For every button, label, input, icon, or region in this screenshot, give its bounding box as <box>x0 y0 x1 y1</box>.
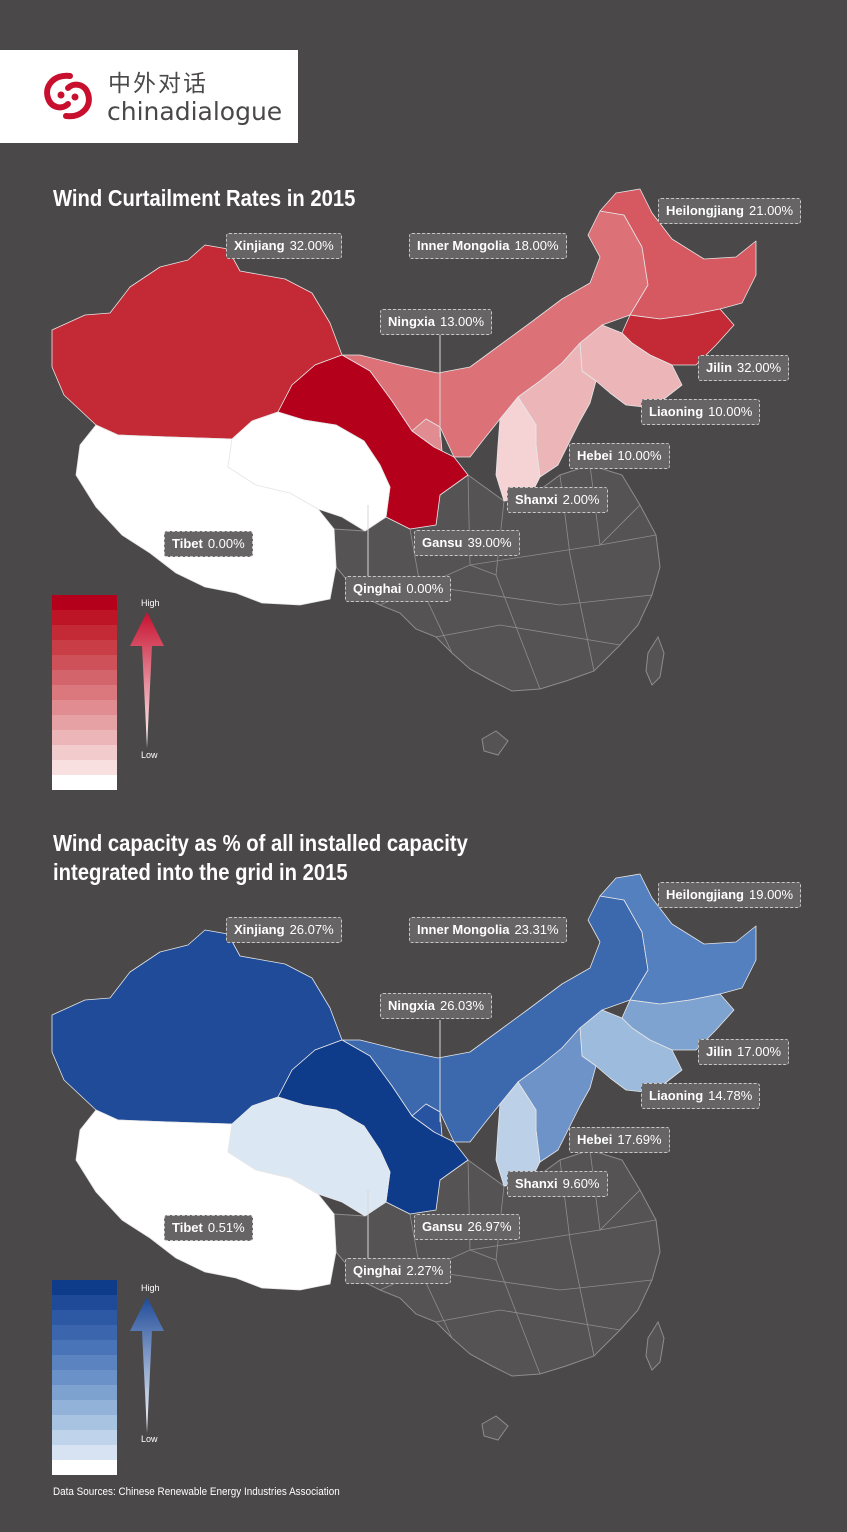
taiwan-region <box>645 1320 665 1371</box>
label-inner-mongolia-capacity: Inner Mongolia 23.31% <box>409 917 567 943</box>
province-liaoning <box>579 1009 683 1093</box>
curtailment-legend-arrow-icon <box>130 612 164 748</box>
curtailment-legend-swatch <box>52 610 117 625</box>
province-heilongjiang <box>599 188 757 320</box>
capacity-legend-swatch <box>52 1370 117 1385</box>
capacity-legend-swatch <box>52 1460 117 1475</box>
curtailment-legend-swatch <box>52 685 117 700</box>
capacity-legend-swatch <box>52 1430 117 1445</box>
label-heilongjiang-curtailment: Heilongjiang 21.00% <box>658 198 802 224</box>
label-xinjiang-capacity: Xinjiang 26.07% <box>226 917 342 943</box>
capacity-map-title-line-1: Wind capacity as % of all installed capa… <box>53 830 468 856</box>
curtailment-legend-swatch <box>52 595 117 610</box>
capacity-legend-high: High <box>141 1283 160 1293</box>
capacity-legend-swatch <box>52 1355 117 1370</box>
capacity-legend-low: Low <box>141 1434 158 1444</box>
capacity-legend-arrow-icon <box>130 1297 164 1433</box>
capacity-legend-swatch <box>52 1325 117 1340</box>
capacity-legend-swatch <box>52 1415 117 1430</box>
label-inner-mongolia-curtailment: Inner Mongolia 18.00% <box>409 233 567 259</box>
hainan-region <box>481 730 509 756</box>
curtailment-legend-swatch <box>52 775 117 790</box>
label-jilin-capacity: Jilin 17.00% <box>698 1039 790 1065</box>
logo-english-text: chinadialogue <box>107 97 283 126</box>
capacity-legend-swatch <box>52 1295 117 1310</box>
curtailment-map-title: Wind Curtailment Rates in 2015 <box>53 185 356 211</box>
label-liaoning-curtailment: Liaoning 10.00% <box>641 399 761 425</box>
label-qinghai-curtailment: Qinghai 0.00% <box>345 576 452 602</box>
capacity-legend-scale <box>52 1280 117 1475</box>
label-gansu-capacity: Gansu 26.97% <box>414 1214 520 1240</box>
label-jilin-curtailment: Jilin 32.00% <box>698 355 790 381</box>
province-qinghai <box>227 1096 391 1217</box>
label-liaoning-capacity: Liaoning 14.78% <box>641 1083 761 1109</box>
label-shanxi-curtailment: Shanxi 2.00% <box>507 487 608 513</box>
curtailment-legend-swatch <box>52 670 117 685</box>
curtailment-legend-swatch <box>52 655 117 670</box>
logo: 中外对话 chinadialogue <box>0 50 298 143</box>
capacity-map-title: Wind capacity as % of all installed capa… <box>53 829 468 887</box>
label-heilongjiang-capacity: Heilongjiang 19.00% <box>658 882 802 908</box>
province-qinghai <box>227 411 391 532</box>
chinadialogue-logo-icon <box>44 72 92 120</box>
curtailment-legend-swatch <box>52 745 117 760</box>
capacity-legend-swatch <box>52 1310 117 1325</box>
label-hebei-capacity: Hebei 17.69% <box>569 1127 670 1153</box>
label-qinghai-capacity: Qinghai 2.27% <box>345 1258 452 1284</box>
data-source-note: Data Sources: Chinese Renewable Energy I… <box>53 1486 340 1498</box>
label-ningxia-capacity: Ningxia 26.03% <box>380 993 493 1019</box>
label-shanxi-capacity: Shanxi 9.60% <box>507 1171 608 1197</box>
label-tibet-curtailment: Tibet 0.00% <box>164 531 253 557</box>
taiwan-region <box>645 635 665 686</box>
capacity-legend-swatch <box>52 1340 117 1355</box>
province-liaoning <box>579 324 683 408</box>
curtailment-legend-scale <box>52 595 117 790</box>
curtailment-legend-swatch <box>52 760 117 775</box>
label-hebei-curtailment: Hebei 10.00% <box>569 443 670 469</box>
label-tibet-capacity: Tibet 0.51% <box>164 1215 253 1241</box>
curtailment-legend-swatch <box>52 700 117 715</box>
label-gansu-curtailment: Gansu 39.00% <box>414 530 520 556</box>
curtailment-legend-swatch <box>52 730 117 745</box>
label-ningxia-curtailment: Ningxia 13.00% <box>380 309 493 335</box>
province-heilongjiang <box>599 873 757 1005</box>
capacity-legend-swatch <box>52 1445 117 1460</box>
curtailment-legend-swatch <box>52 640 117 655</box>
capacity-map-title-line-2: integrated into the grid in 2015 <box>53 859 348 885</box>
capacity-legend-swatch <box>52 1385 117 1400</box>
logo-chinese-text: 中外对话 <box>108 71 208 97</box>
curtailment-legend-swatch <box>52 625 117 640</box>
capacity-map <box>51 873 757 1441</box>
label-xinjiang-curtailment: Xinjiang 32.00% <box>226 233 342 259</box>
capacity-legend-swatch <box>52 1400 117 1415</box>
hainan-region <box>481 1415 509 1441</box>
curtailment-legend-high: High <box>141 598 160 608</box>
curtailment-map <box>51 188 757 756</box>
capacity-legend-swatch <box>52 1280 117 1295</box>
curtailment-legend-low: Low <box>141 750 158 760</box>
curtailment-legend-swatch <box>52 715 117 730</box>
